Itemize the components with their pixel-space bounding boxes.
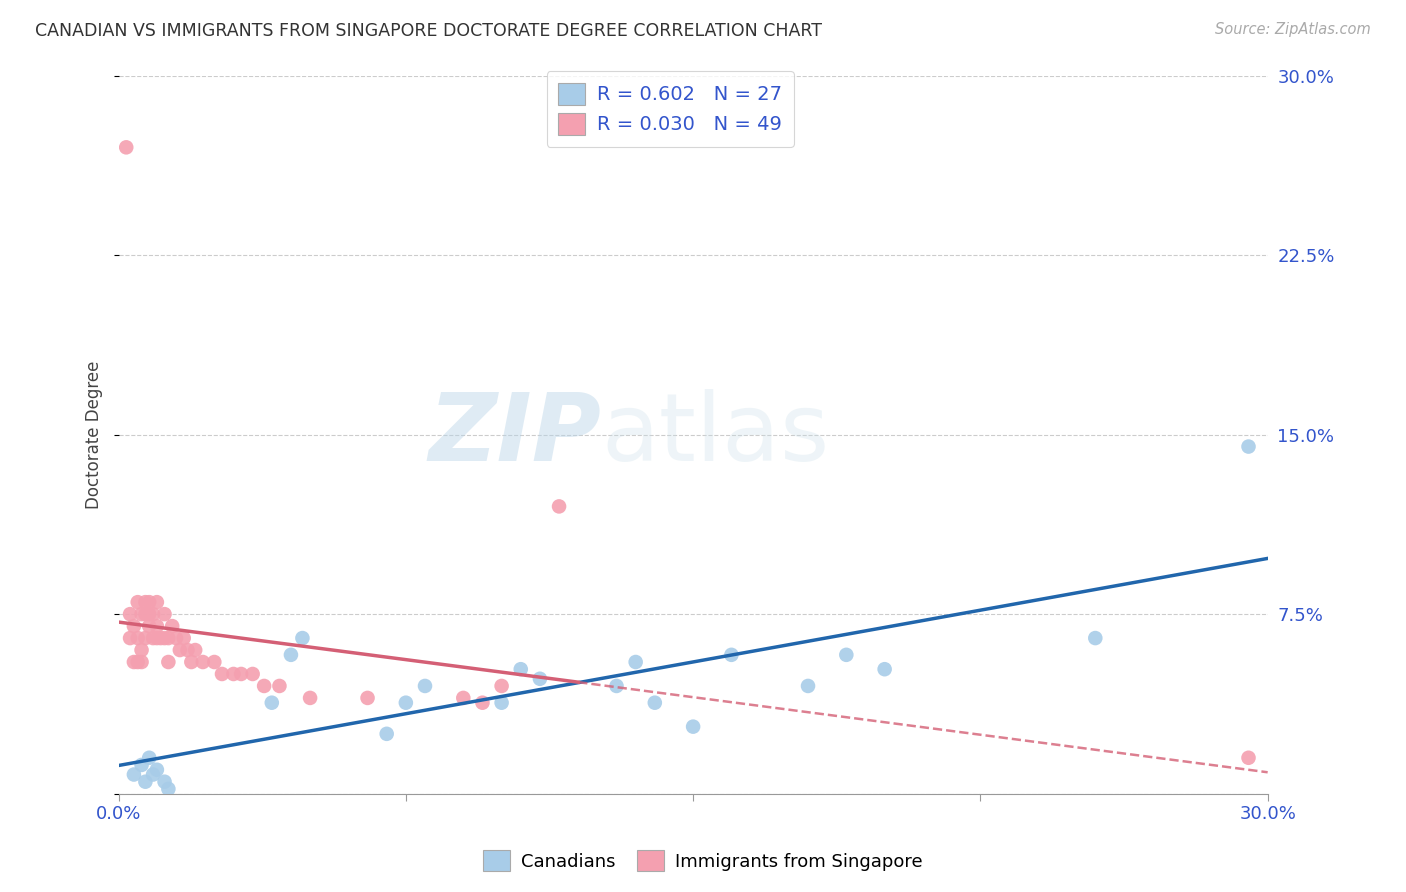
Point: [291, 631, 314, 645]
Point: [242, 667, 264, 681]
Point: [548, 500, 571, 514]
Point: [395, 696, 418, 710]
Point: [131, 758, 153, 772]
Point: [211, 667, 233, 681]
Point: [153, 607, 176, 621]
Text: atlas: atlas: [602, 389, 830, 481]
Point: [157, 655, 180, 669]
Point: [165, 631, 187, 645]
Point: [509, 662, 531, 676]
Point: [146, 595, 169, 609]
Point: [153, 774, 176, 789]
Point: [138, 751, 160, 765]
Point: [835, 648, 858, 662]
Point: [122, 619, 145, 633]
Point: [138, 619, 160, 633]
Point: [169, 643, 191, 657]
Point: [122, 767, 145, 781]
Point: [115, 140, 138, 154]
Text: Source: ZipAtlas.com: Source: ZipAtlas.com: [1215, 22, 1371, 37]
Y-axis label: Doctorate Degree: Doctorate Degree: [86, 360, 103, 508]
Point: [142, 767, 165, 781]
Point: [491, 679, 513, 693]
Legend: Canadians, Immigrants from Singapore: Canadians, Immigrants from Singapore: [477, 843, 929, 879]
Point: [682, 720, 704, 734]
Point: [605, 679, 627, 693]
Point: [1237, 440, 1260, 454]
Point: [644, 696, 666, 710]
Point: [131, 655, 153, 669]
Point: [120, 631, 142, 645]
Point: [134, 631, 156, 645]
Point: [127, 655, 149, 669]
Point: [127, 631, 149, 645]
Point: [720, 648, 742, 662]
Point: [260, 696, 283, 710]
Point: [873, 662, 896, 676]
Text: CANADIAN VS IMMIGRANTS FROM SINGAPORE DOCTORATE DEGREE CORRELATION CHART: CANADIAN VS IMMIGRANTS FROM SINGAPORE DO…: [35, 22, 823, 40]
Point: [138, 607, 160, 621]
Point: [797, 679, 820, 693]
Point: [146, 763, 169, 777]
Point: [413, 679, 436, 693]
Point: [253, 679, 276, 693]
Point: [157, 781, 180, 796]
Point: [173, 631, 195, 645]
Point: [138, 595, 160, 609]
Point: [222, 667, 245, 681]
Point: [202, 655, 225, 669]
Point: [1237, 751, 1260, 765]
Text: ZIP: ZIP: [429, 389, 602, 481]
Point: [231, 667, 253, 681]
Point: [375, 727, 398, 741]
Point: [134, 774, 156, 789]
Point: [280, 648, 302, 662]
Point: [191, 655, 214, 669]
Point: [131, 643, 153, 657]
Point: [299, 690, 322, 705]
Point: [122, 655, 145, 669]
Point: [153, 631, 176, 645]
Point: [356, 690, 378, 705]
Point: [134, 607, 156, 621]
Point: [491, 696, 513, 710]
Point: [149, 631, 172, 645]
Point: [127, 595, 149, 609]
Point: [146, 631, 169, 645]
Point: [453, 690, 475, 705]
Point: [184, 643, 207, 657]
Point: [142, 631, 165, 645]
Point: [131, 607, 153, 621]
Point: [624, 655, 647, 669]
Point: [1084, 631, 1107, 645]
Point: [134, 595, 156, 609]
Point: [176, 643, 198, 657]
Point: [146, 619, 169, 633]
Point: [157, 631, 180, 645]
Legend: R = 0.602   N = 27, R = 0.030   N = 49: R = 0.602 N = 27, R = 0.030 N = 49: [547, 70, 794, 147]
Point: [269, 679, 291, 693]
Point: [160, 619, 183, 633]
Point: [120, 607, 142, 621]
Point: [529, 672, 551, 686]
Point: [142, 607, 165, 621]
Point: [180, 655, 202, 669]
Point: [471, 696, 494, 710]
